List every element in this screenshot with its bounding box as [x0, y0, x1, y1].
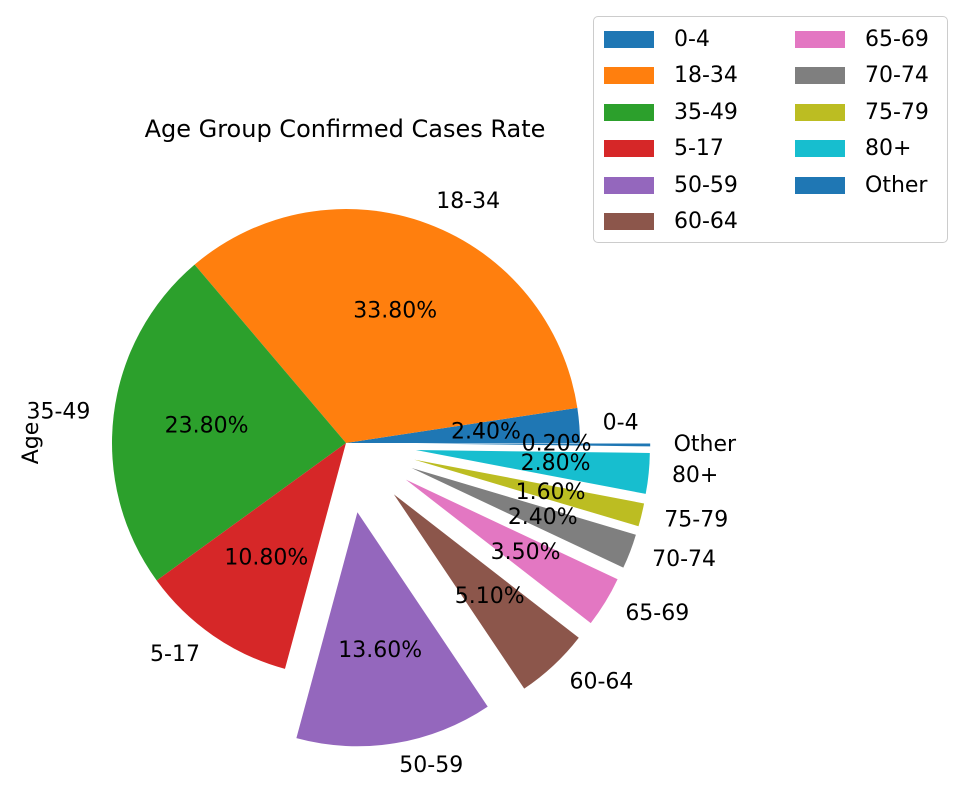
- legend-label: 75-79: [865, 99, 929, 125]
- pie-slice-35-49: [112, 264, 346, 581]
- slice-label-70-74: 70-74: [652, 547, 716, 572]
- slice-label-75-79: 75-79: [664, 507, 728, 532]
- pie-slice-60-64: [393, 494, 579, 689]
- legend-label: Other: [865, 172, 928, 198]
- legend-label: 0-4: [674, 26, 710, 52]
- legend-item-0-4: 0-4: [604, 26, 710, 52]
- pie-slice-70-74: [411, 468, 636, 568]
- legend-item-75-79: 75-79: [795, 99, 929, 125]
- pie-slice-18-34: [194, 209, 578, 443]
- legend-label: 18-34: [674, 63, 738, 88]
- pie-slice-5-17: [156, 443, 346, 669]
- pie-slice-65-69: [405, 479, 618, 624]
- legend-item-other: Other: [795, 172, 928, 198]
- legend-item-5-17: 5-17: [604, 136, 724, 161]
- legend-swatch: [604, 67, 654, 84]
- chart-title: Age Group Confirmed Cases Rate: [145, 115, 546, 143]
- y-axis-label: Age: [19, 422, 44, 465]
- pie-slice-0-4: [346, 407, 580, 443]
- legend-item-18-34: 18-34: [604, 63, 738, 88]
- slice-label-65-69: 65-69: [625, 601, 689, 626]
- legend-swatch: [795, 140, 845, 157]
- legend-swatch: [795, 103, 845, 121]
- slice-label-18-34: 18-34: [436, 189, 500, 214]
- slice-percent-18-34: 33.80%: [353, 299, 437, 324]
- pie-slice-80: [415, 450, 650, 494]
- legend-item-60-64: 60-64: [604, 209, 738, 234]
- legend: 0-4 18-34 35-49 5-17 50-59 60-64 65-69 70-74 75-…: [593, 16, 948, 243]
- pie-slice-50-59: [296, 512, 488, 747]
- legend-label: 80+: [865, 136, 912, 161]
- slice-label-35-49: 35-49: [26, 399, 90, 424]
- legend-item-65-69: 65-69: [795, 26, 929, 52]
- legend-item-50-59: 50-59: [604, 172, 738, 198]
- legend-swatch: [604, 140, 654, 157]
- legend-item-70-74: 70-74: [795, 63, 929, 88]
- pie-slice-other: [416, 443, 651, 447]
- legend-swatch: [795, 176, 845, 194]
- legend-swatch: [604, 213, 654, 230]
- slice-label-0-4: 0-4: [603, 411, 639, 436]
- slice-label-50-59: 50-59: [399, 753, 463, 778]
- legend-swatch: [795, 67, 845, 84]
- slice-percent-65-69: 3.50%: [491, 540, 561, 565]
- pie-slice-75-79: [414, 459, 645, 527]
- legend-label: 5-17: [674, 136, 724, 161]
- slice-percent-other: 0.20%: [522, 431, 592, 456]
- slice-label-other: Other: [674, 432, 737, 457]
- legend-swatch: [604, 176, 654, 194]
- pie-labels: 0-4 2.40% 18-34 33.80% 35-49 23.80% 5-17 10.80%…: [26, 189, 737, 778]
- legend-item-35-49: 35-49: [604, 99, 738, 125]
- slice-percent-70-74: 2.40%: [508, 505, 578, 530]
- pie-slices: [112, 209, 651, 747]
- slice-percent-35-49: 23.80%: [165, 413, 249, 438]
- legend-label: 70-74: [865, 63, 929, 88]
- legend-label: 50-59: [674, 172, 738, 198]
- slice-percent-75-79: 1.60%: [516, 480, 586, 505]
- legend-label: 35-49: [674, 99, 738, 125]
- slice-label-80: 80+: [672, 463, 718, 488]
- legend-label: 65-69: [865, 26, 929, 52]
- slice-percent-0-4: 2.40%: [451, 419, 521, 444]
- legend-swatch: [604, 30, 654, 48]
- legend-swatch: [604, 103, 654, 121]
- slice-percent-80: 2.80%: [521, 451, 591, 476]
- slice-percent-60-64: 5.10%: [455, 584, 525, 609]
- slice-percent-50-59: 13.60%: [338, 638, 422, 663]
- slice-percent-5-17: 10.80%: [224, 546, 308, 571]
- legend-item-80: 80+: [795, 136, 912, 161]
- slice-label-60-64: 60-64: [570, 670, 634, 695]
- legend-swatch: [795, 30, 845, 48]
- legend-label: 60-64: [674, 209, 738, 234]
- slice-label-5-17: 5-17: [150, 642, 200, 667]
